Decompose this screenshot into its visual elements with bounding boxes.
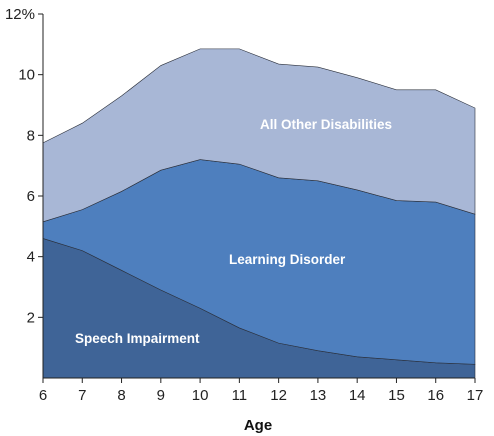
x-tick-label: 11	[232, 387, 248, 404]
series-label-other: All Other Disabilities	[260, 117, 392, 132]
y-tick-label: 4	[27, 249, 35, 266]
y-tick-label: 10	[18, 67, 35, 84]
x-tick-label: 8	[117, 387, 125, 404]
x-tick-label: 14	[349, 387, 366, 404]
x-tick-label: 10	[192, 387, 209, 404]
series-labels: Speech Impairment Learning Disorder All …	[75, 117, 392, 346]
x-tick-label: 12	[270, 387, 287, 404]
x-tick-label: 17	[467, 387, 484, 404]
x-tick-label: 9	[157, 387, 165, 404]
series-label-learning: Learning Disorder	[229, 252, 346, 267]
x-tick-label: 7	[78, 387, 86, 404]
x-tick-label: 16	[427, 387, 444, 404]
y-tick-label: 2	[27, 309, 35, 326]
y-axis-ticks: 2 4 6 8 10 12%	[5, 6, 43, 326]
x-tick-label: 6	[39, 387, 47, 404]
series-label-speech: Speech Impairment	[75, 331, 200, 346]
y-tick-label: 12%	[5, 6, 35, 23]
y-tick-label: 8	[27, 127, 35, 144]
x-tick-label: 15	[388, 387, 405, 404]
y-tick-label: 6	[27, 188, 35, 205]
area-all-other-disabilities	[42, 48, 476, 223]
x-axis-title: Age	[244, 417, 272, 434]
x-axis-ticks: 6 7 8 9 10 11 12 13 14 15 16 17	[39, 378, 484, 404]
x-tick-label: 13	[310, 387, 327, 404]
area-layers	[42, 48, 476, 379]
